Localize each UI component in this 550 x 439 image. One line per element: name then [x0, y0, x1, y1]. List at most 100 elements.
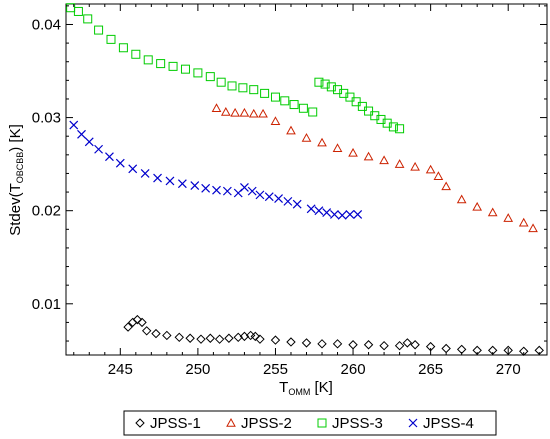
data-point [180, 64, 190, 74]
legend-marker [226, 417, 236, 427]
data-point [528, 223, 538, 233]
legend-item: JPSS-1 [135, 415, 201, 432]
data-point [363, 151, 374, 161]
legend-label: JPSS-4 [423, 415, 474, 432]
data-point [363, 340, 374, 350]
y-tick-label: 0.02 [32, 203, 61, 220]
data-point [132, 314, 143, 325]
data-point [227, 81, 237, 91]
data-point [216, 77, 226, 87]
data-point [357, 101, 367, 111]
y-axis: 0.01 0.02 0.03 0.04 [32, 5, 547, 342]
data-point [105, 152, 114, 162]
data-point [348, 147, 358, 157]
data-point [301, 133, 312, 142]
data-point [322, 208, 332, 217]
data-point [286, 125, 296, 135]
legend-marker [408, 418, 418, 428]
y-tick-label: 0.03 [32, 110, 61, 127]
data-point [320, 79, 330, 89]
data-point [487, 207, 498, 217]
data-point [247, 186, 257, 196]
legend-item: JPSS-2 [226, 415, 292, 432]
series-jpss-1 [123, 314, 544, 356]
data-point [301, 338, 312, 348]
data-point [441, 181, 451, 191]
data-point [270, 116, 281, 126]
data-point [84, 137, 94, 147]
data-point [425, 164, 436, 174]
data-point [115, 158, 125, 168]
data-point [165, 176, 175, 186]
data-point [353, 209, 363, 219]
data-point [162, 330, 172, 341]
series-jpss-2 [211, 103, 538, 233]
x-tick-label: 265 [418, 361, 443, 378]
data-point [140, 169, 150, 178]
data-point [174, 332, 184, 343]
data-point [196, 334, 206, 344]
data-point [379, 340, 389, 351]
legend-label: JPSS-1 [150, 415, 201, 432]
data-point [185, 333, 195, 343]
data-point [298, 103, 308, 113]
data-point [153, 173, 162, 183]
data-point [274, 194, 283, 204]
data-point [248, 108, 259, 118]
series-jpss-4 [69, 120, 363, 220]
data-point [94, 25, 104, 35]
data-point [330, 209, 339, 219]
data-point [289, 100, 299, 110]
data-point [345, 92, 355, 102]
legend-marker [135, 418, 145, 428]
data-point [255, 190, 265, 200]
data-point [239, 107, 250, 117]
data-point [240, 182, 249, 192]
data-point [211, 103, 222, 112]
data-point [308, 107, 318, 117]
data-point [212, 185, 221, 195]
data-point [317, 339, 327, 349]
data-point [156, 59, 166, 69]
data-point [317, 137, 327, 147]
data-point [332, 339, 343, 349]
data-point [364, 106, 374, 116]
data-point [249, 85, 259, 95]
data-point [270, 92, 280, 102]
data-point [402, 338, 413, 348]
data-point [214, 334, 225, 344]
data-point [345, 209, 355, 219]
data-point [73, 6, 83, 16]
data-point [395, 124, 405, 134]
data-point [222, 186, 232, 196]
data-point [332, 143, 343, 153]
data-point [131, 49, 141, 59]
x-tick-label: 270 [496, 361, 521, 378]
data-point [77, 129, 86, 139]
x-tick-label: 250 [185, 361, 210, 378]
data-point [250, 331, 261, 342]
data-point [94, 144, 104, 154]
data-point [433, 171, 444, 180]
data-point [394, 159, 405, 168]
data-point [137, 317, 147, 328]
data-point [456, 194, 467, 204]
data-point [205, 72, 215, 82]
data-point [410, 340, 420, 350]
data-point [230, 107, 240, 117]
x-tick-label: 260 [341, 361, 366, 378]
legend-item: JPSS-3 [317, 415, 383, 432]
data-point [270, 335, 281, 345]
legend-label: JPSS-2 [241, 415, 292, 432]
data-point [238, 83, 248, 93]
y-axis-title: Stdev(TOBCBB) [K] [7, 124, 25, 236]
plot-frame [65, 3, 548, 356]
data-point [286, 337, 296, 347]
data-point [190, 181, 200, 190]
legend-box [123, 410, 497, 436]
data-point [337, 210, 347, 220]
x-tick-label: 245 [108, 361, 133, 378]
legend-item: JPSS-4 [408, 415, 474, 432]
data-point [348, 340, 358, 350]
